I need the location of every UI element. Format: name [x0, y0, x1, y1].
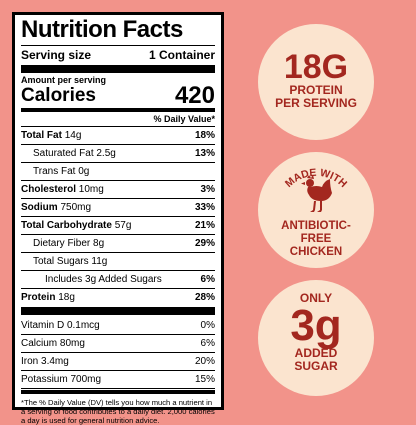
- divider-thick: [21, 65, 215, 73]
- made-with-arc: MADE WITH: [283, 167, 349, 190]
- vitamin-row-iron: Iron 3.4mg 20%: [21, 353, 215, 371]
- nutrient-row-saturated-fat: Saturated Fat 2.5g 13%: [21, 145, 215, 163]
- vitamin-name: Iron: [21, 356, 39, 367]
- nutrient-dv: 28%: [194, 292, 215, 303]
- nutrient-row-dietary-fiber: Dietary Fiber 8g 29%: [21, 235, 215, 253]
- nutrient-amount: 10mg: [78, 184, 104, 195]
- nutrient-name: Includes 3g Added Sugars: [45, 274, 162, 285]
- vitamin-row-calcium: Calcium 80mg 6%: [21, 335, 215, 353]
- nutrient-row-total-fat: Total Fat 14g 18%: [21, 127, 215, 145]
- nutrition-facts-label: Nutrition Facts Serving size 1 Container…: [12, 12, 224, 425]
- vitamin-dv: 20%: [194, 356, 215, 367]
- protein-badge-line2: PER SERVING: [275, 96, 357, 110]
- nutrient-amount: 14g: [64, 130, 82, 141]
- chicken-badge-line2: FREE: [300, 233, 332, 245]
- protein-badge-amount: 18G: [283, 48, 349, 86]
- nutrient-dv: 29%: [194, 238, 215, 249]
- nutrient-amount: 750mg: [60, 202, 92, 213]
- nutrient-name: Total Fat: [21, 130, 62, 141]
- protein-badge-line1: PROTEIN: [289, 83, 343, 97]
- divider-medium: [21, 108, 215, 112]
- nutrient-amount: 2.5g: [96, 148, 116, 159]
- nutrient-row-total-sugars: Total Sugars 11g: [21, 253, 215, 271]
- sugar-badge-top: ONLY: [299, 291, 333, 305]
- calories-row: Calories 420: [21, 82, 215, 109]
- nutrient-amount: 0g: [78, 166, 90, 177]
- nutrient-name: Dietary Fiber: [33, 238, 91, 249]
- vitamin-name: Potassium: [21, 374, 68, 385]
- protein-badge: 18G PROTEIN PER SERVING: [258, 24, 374, 140]
- divider-thick: [21, 307, 215, 315]
- antibiotic-free-text: ANTIBIOTIC- FREE CHICKEN: [258, 220, 374, 259]
- nutrient-amount: 8g: [93, 238, 105, 249]
- nutrient-amount: 18g: [58, 292, 75, 303]
- vitamin-dv: 15%: [194, 374, 215, 385]
- nutrient-name: Cholesterol: [21, 184, 77, 195]
- nutrient-dv: 18%: [194, 130, 215, 141]
- nutrient-name: Sodium: [21, 202, 58, 213]
- serving-size-label: Serving size: [21, 48, 92, 62]
- vitamin-dv: 0%: [200, 320, 215, 331]
- nutrient-dv: 3%: [200, 184, 215, 195]
- nutrient-row-trans-fat: Trans Fat 0g: [21, 163, 215, 181]
- calories-label: Calories: [21, 85, 96, 106]
- nutrient-name: Trans Fat: [33, 166, 76, 177]
- nutrient-amount: 57g: [114, 220, 132, 231]
- nutrient-row-protein: Protein 18g 28%: [21, 289, 215, 306]
- nutrition-facts-title: Nutrition Facts: [21, 16, 183, 43]
- daily-value-footnote: *The % Daily Value (DV) tells you how mu…: [21, 398, 215, 425]
- sugar-badge-amount: 3g: [290, 301, 342, 350]
- nutrient-dv: 21%: [194, 220, 215, 231]
- nutrient-name: Total Sugars: [33, 256, 89, 267]
- vitamin-row-vitamin-d: Vitamin D 0.1mcg 0%: [21, 317, 215, 335]
- nutrient-row-cholesterol: Cholesterol 10mg 3%: [21, 181, 215, 199]
- nutrient-amount: 11g: [91, 256, 108, 267]
- nutrient-dv: 6%: [200, 274, 215, 285]
- nutrient-row-total-carbohydrate: Total Carbohydrate 57g 21%: [21, 217, 215, 235]
- nutrient-name: Protein: [21, 292, 56, 303]
- vitamin-name: Vitamin D: [21, 320, 65, 331]
- sugar-badge-line1: ADDED: [294, 346, 338, 360]
- vitamin-row-potassium: Potassium 700mg 15%: [21, 371, 215, 389]
- added-sugar-badge: ONLY 3g ADDED SUGAR: [258, 280, 374, 396]
- serving-size-value: 1 Container: [148, 48, 215, 62]
- daily-value-header: % Daily Value*: [21, 113, 215, 127]
- nutrient-dv: 13%: [194, 148, 215, 159]
- chicken-badge-line1: ANTIBIOTIC-: [281, 220, 351, 232]
- vitamin-amount: 0.1mcg: [66, 320, 100, 331]
- vitamin-name: Calcium: [21, 338, 58, 349]
- serving-size-row: Serving size 1 Container: [21, 45, 215, 64]
- nutrient-name: Saturated Fat: [33, 148, 94, 159]
- nutrient-row-added-sugars: Includes 3g Added Sugars 6%: [21, 271, 215, 289]
- chicken-icon: [301, 175, 332, 212]
- vitamin-amount: 700mg: [70, 374, 102, 385]
- nutrient-dv: 33%: [194, 202, 215, 213]
- chicken-badge-line3: CHICKEN: [289, 246, 343, 258]
- amount-per-serving: Amount per serving: [21, 75, 107, 85]
- vitamin-amount: 80mg: [59, 338, 85, 349]
- vitamin-amount: 3.4mg: [41, 356, 69, 367]
- vitamin-dv: 6%: [200, 338, 215, 349]
- divider-medium: [21, 390, 215, 394]
- antibiotic-free-badge: MADE WITH ANTIBIOTIC- FREE CHICKEN: [258, 152, 374, 268]
- nutrient-name: Total Carbohydrate: [21, 220, 112, 231]
- sugar-badge-line2: SUGAR: [294, 359, 338, 373]
- calories-value: 420: [174, 82, 215, 109]
- nutrient-row-sodium: Sodium 750mg 33%: [21, 199, 215, 217]
